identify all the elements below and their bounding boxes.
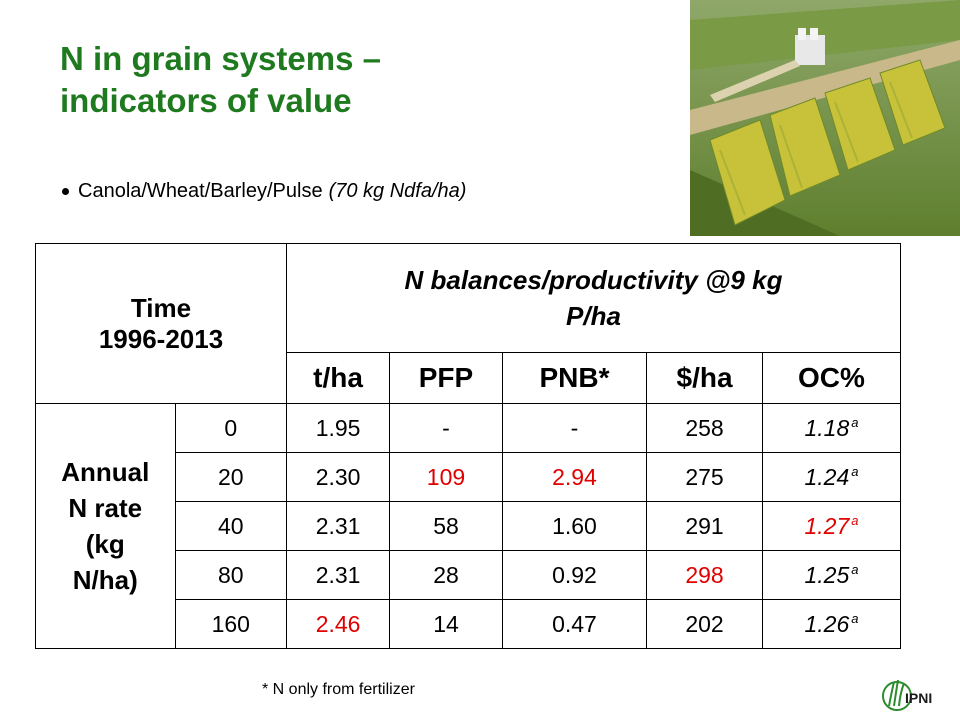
ipni-logo — [880, 670, 955, 716]
oc-superscript: a — [851, 463, 859, 479]
pnb-cell: 0.47 — [501, 599, 648, 649]
row-header-line-1: Annual — [61, 457, 150, 487]
oc-value: 1.25 — [804, 561, 850, 588]
pfp-cell: 58 — [389, 501, 503, 551]
oc-value: 1.26 — [804, 610, 850, 637]
oc-value: 1.27 — [804, 512, 850, 539]
dollar-cell: 298 — [646, 550, 763, 600]
column-header-row: t/ha PFP PNB* $/ha OC% — [36, 352, 902, 404]
oc-cell: 1.24 a — [761, 452, 902, 502]
table-row: 80 2.31 28 0.92 298 1.25 a — [36, 550, 902, 600]
dollar-cell: 275 — [646, 452, 763, 502]
pfp-cell: 109 — [389, 452, 503, 502]
slide-title: N in grain systems – indicators of value — [60, 38, 381, 122]
oc-superscript: a — [851, 414, 859, 430]
tha-cell: 2.31 — [285, 550, 391, 600]
pnb-cell: 2.94 — [501, 452, 648, 502]
aerial-field-photo — [690, 0, 960, 236]
time-header-line-2: 1996-2013 — [98, 323, 224, 354]
oc-superscript: a — [851, 512, 859, 528]
dollar-cell: 291 — [646, 501, 763, 551]
group-header-line-1: N balances/productivity @9 kg — [404, 265, 783, 295]
pnb-cell: 1.60 — [501, 501, 648, 551]
table-header-row: Time 1996-2013 N balances/productivity @… — [35, 243, 901, 404]
bullet-point: Canola/Wheat/Barley/Pulse (70 kg Ndfa/ha) — [62, 180, 466, 203]
n-balance-table: Time 1996-2013 N balances/productivity @… — [35, 243, 902, 649]
group-header-line-2: P/ha — [566, 301, 621, 331]
bullet-text: Canola/Wheat/Barley/Pulse — [78, 180, 323, 202]
bullet-icon — [62, 188, 69, 196]
col-header-pfp: PFP — [389, 352, 503, 404]
oc-cell: 1.25 a — [761, 550, 902, 600]
oc-superscript: a — [851, 610, 859, 626]
col-header-dollar: $/ha — [646, 352, 763, 404]
oc-cell: 1.27 a — [761, 501, 902, 551]
time-header: Time 1996-2013 — [35, 243, 287, 404]
dollar-cell: 202 — [646, 599, 763, 649]
tha-cell: 2.46 — [285, 599, 391, 649]
time-header-line-1: Time — [130, 292, 192, 323]
col-header-tha: t/ha — [285, 352, 391, 404]
tha-cell: 1.95 — [285, 403, 391, 453]
bullet-note: (70 kg Ndfa/ha) — [328, 180, 467, 202]
row-header-annual-n-rate: Annual N rate (kg N/ha) — [35, 403, 176, 649]
oc-value: 1.24 — [804, 463, 850, 490]
dollar-cell: 258 — [646, 403, 763, 453]
group-header: N balances/productivity @9 kg P/ha — [286, 243, 901, 353]
table-row: Annual N rate (kg N/ha) 0 1.95 - - 258 1… — [35, 403, 902, 649]
oc-cell: 1.18 a — [761, 403, 902, 453]
rate-cell: 0 — [174, 403, 288, 453]
oc-cell: 1.26 a — [761, 599, 902, 649]
oc-superscript: a — [851, 561, 859, 577]
rate-cell: 40 — [174, 501, 288, 551]
rate-cell: 80 — [174, 550, 288, 600]
pfp-cell: 28 — [389, 550, 503, 600]
row-header-line-3: (kg — [85, 529, 125, 559]
title-line-1: N in grain systems – — [60, 40, 381, 77]
oc-value: 1.18 — [804, 414, 850, 441]
pnb-cell: 0.92 — [501, 550, 648, 600]
rate-cell: 160 — [174, 599, 288, 649]
tha-cell: 2.30 — [285, 452, 391, 502]
footnote: * N only from fertilizer — [262, 681, 415, 698]
rate-cell: 20 — [174, 452, 288, 502]
pnb-cell: - — [501, 403, 648, 453]
tha-cell: 2.31 — [285, 501, 391, 551]
row-header-line-4: N/ha) — [72, 565, 138, 595]
logo-text: IPNI — [905, 690, 933, 706]
title-line-2: indicators of value — [60, 82, 352, 119]
col-header-oc: OC% — [761, 352, 902, 404]
pfp-cell: - — [389, 403, 503, 453]
row-header-line-2: N rate — [68, 493, 143, 523]
col-header-pnb: PNB* — [501, 352, 648, 404]
table-row: 160 2.46 14 0.47 202 1.26 a — [36, 599, 902, 649]
pfp-cell: 14 — [389, 599, 503, 649]
table-row: 20 2.30 109 2.94 275 1.24 a — [36, 452, 902, 502]
